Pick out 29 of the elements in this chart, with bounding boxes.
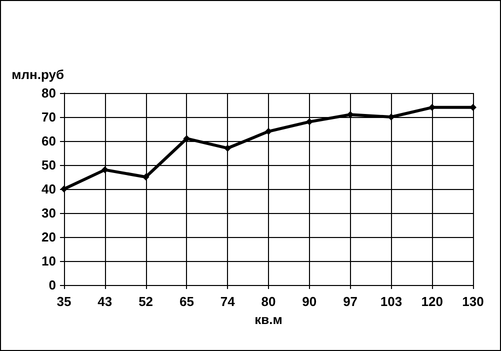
x-tick-label: 97 [343, 294, 358, 309]
point [265, 128, 272, 135]
y-tick-label: 60 [42, 134, 56, 148]
y-tick-label: 20 [42, 230, 56, 244]
x-tick-label: 130 [462, 294, 484, 309]
y-tick-label: 80 [42, 86, 56, 100]
y-tick-label: 70 [42, 110, 56, 124]
point [224, 144, 232, 152]
x-tick-label: 52 [138, 294, 154, 309]
point [470, 104, 476, 111]
x-tick-label: 80 [261, 294, 276, 309]
y-tick-label: 40 [42, 182, 56, 196]
y-tick-label: 0 [48, 278, 56, 292]
x-tick-label: 90 [302, 294, 317, 309]
y-axis-title: млн.руб [12, 67, 64, 82]
x-tick-label: 103 [380, 294, 402, 309]
point [101, 166, 108, 174]
point [306, 118, 313, 126]
x-tick-label: 74 [220, 294, 236, 309]
x-tick-label: 35 [56, 294, 72, 309]
y-tick-label: 10 [42, 254, 56, 268]
y-tick-label: 50 [42, 158, 56, 172]
x-tick-label: 120 [421, 294, 443, 309]
x-tick-label: 43 [98, 294, 112, 309]
y-tick-label: 30 [42, 206, 56, 220]
point [388, 114, 395, 120]
point [142, 174, 150, 180]
x-tick-label: 65 [179, 294, 194, 309]
x-axis-title: кв.м [254, 312, 282, 327]
